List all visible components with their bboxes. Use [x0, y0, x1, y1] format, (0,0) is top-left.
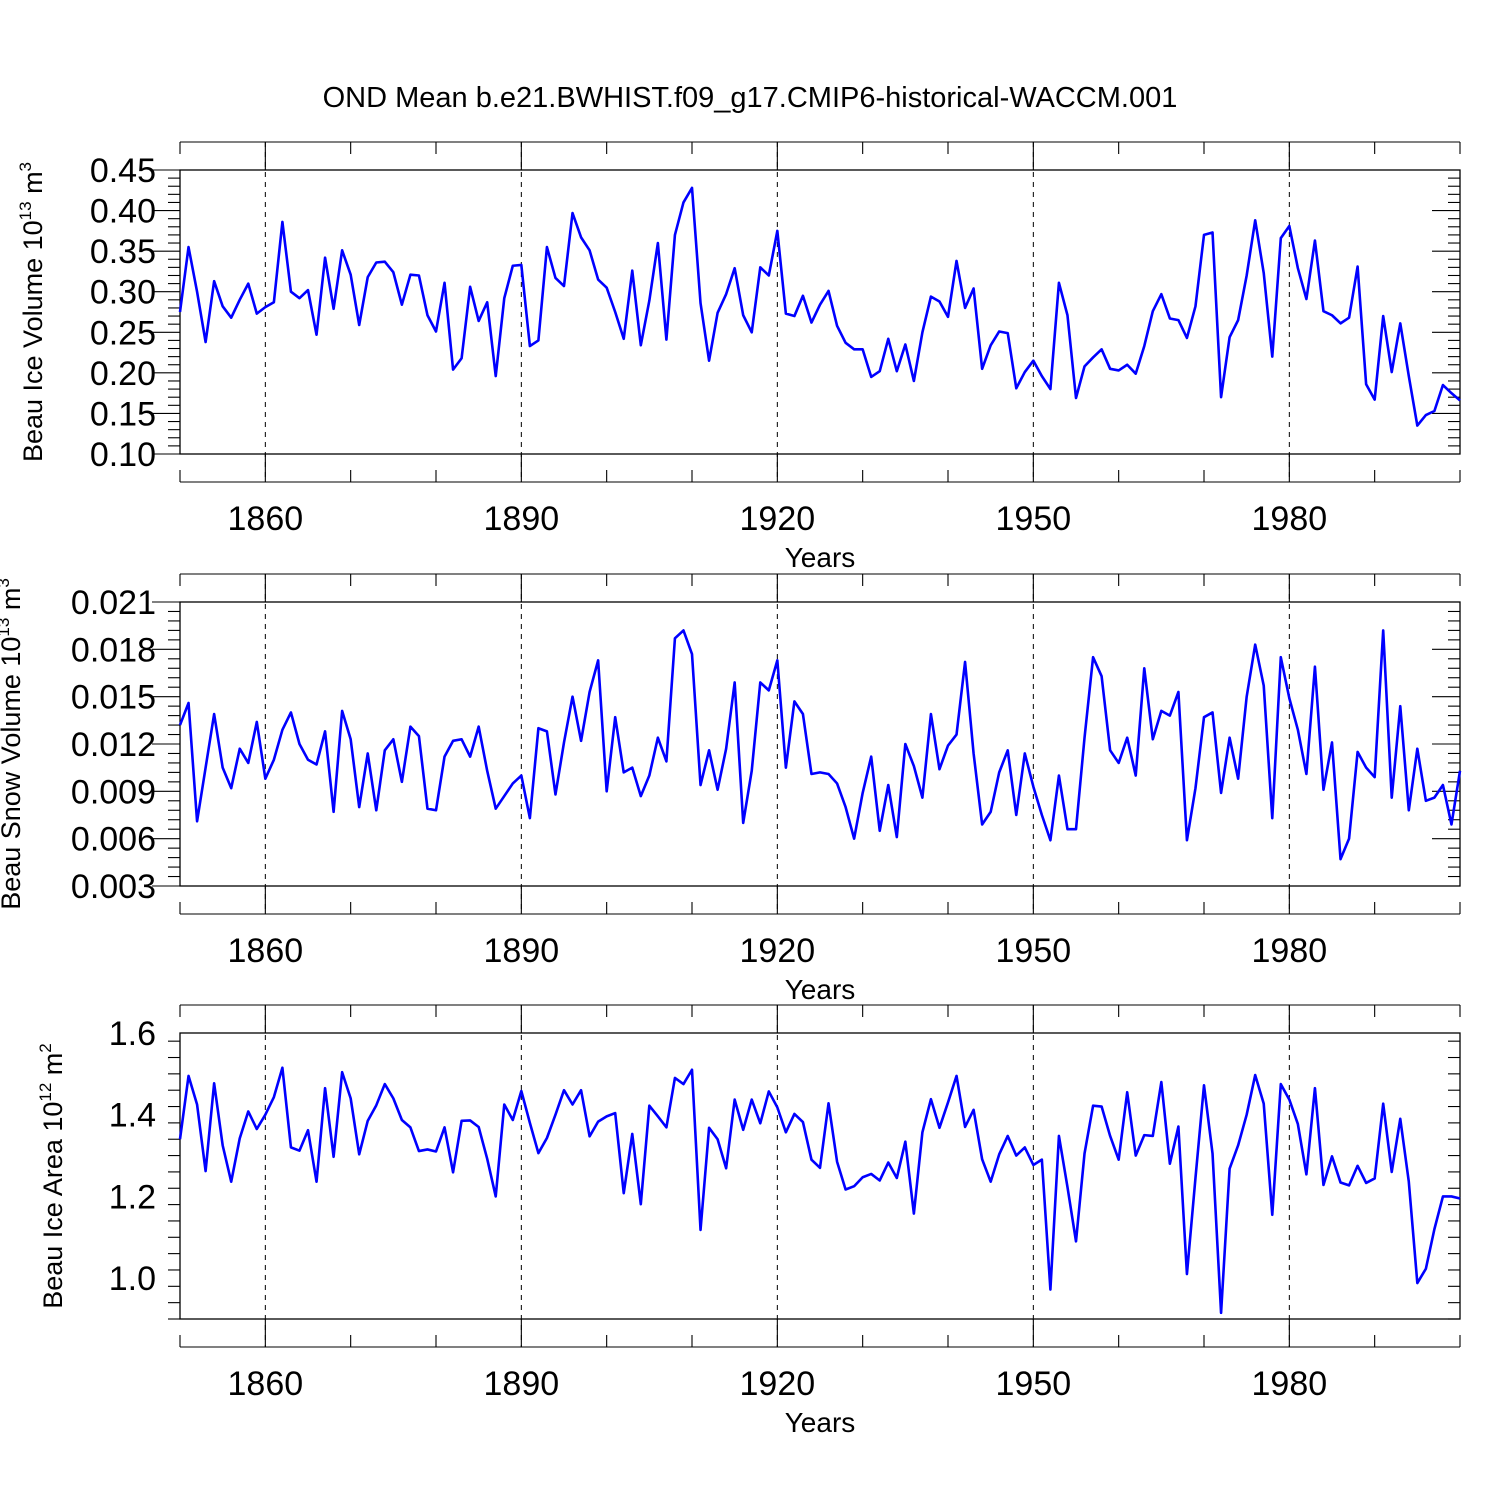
plot-frame: [179, 1032, 1461, 1320]
x-tick-label-1950: 1950: [996, 500, 1072, 538]
y-axis-label-exponent: 13: [16, 201, 35, 220]
y-tick-label: 0.30: [90, 274, 156, 312]
x-axis-label: Years: [785, 1407, 856, 1438]
x-tick-label-1950: 1950: [996, 1365, 1072, 1403]
y-tick-label: 0.021: [71, 584, 156, 622]
x-tick-label-1890: 1890: [484, 932, 560, 970]
panels: 1860 1890 1920 1950 1980 Years 0.100.150.200.2…: [0, 141, 1462, 1438]
x-tick-label-1860: 1860: [228, 932, 304, 970]
y-tick-label: 0.40: [90, 193, 156, 231]
y-tick-label: 0.015: [71, 679, 156, 717]
x-tick-label-1920: 1920: [740, 932, 816, 970]
y-axis-label-unit-exponent: 2: [36, 1043, 55, 1052]
panel-1: 1860 1890 1920 1950 1980 Years 0.100.150.200.2…: [16, 141, 1461, 573]
panel-2: 1860 1890 1920 1950 1980 Years 0.003 0.006 0.009…: [0, 573, 1462, 1005]
x-tick-label-1890: 1890: [484, 500, 560, 538]
y-axis-label: Beau Snow Volume 1013 m3: [0, 578, 26, 910]
y-tick-label: 0.15: [90, 395, 156, 433]
y-tick-label: 0.009: [71, 773, 156, 811]
y-axis-label-unit: m: [38, 1053, 68, 1083]
y-axis-label-text: Beau Ice Area 10: [38, 1102, 68, 1309]
y-axis-label-text: Beau Ice Volume 10: [18, 220, 48, 462]
y-tick-label: 0.10: [90, 436, 156, 474]
x-axis-label: Years: [785, 542, 856, 573]
y-axis-label-exponent: 12: [36, 1083, 55, 1102]
y-tick-label: 0.25: [90, 314, 156, 352]
y-tick-label: 0.45: [90, 152, 156, 190]
x-tick-label-1920: 1920: [740, 500, 816, 538]
series-line: [178, 186, 1461, 427]
x-tick-label-1860: 1860: [228, 1365, 304, 1403]
y-axis-label: Beau Ice Area 1012 m2: [36, 1043, 68, 1309]
x-axis-label: Years: [785, 974, 856, 1005]
x-tick-label-1920: 1920: [740, 1365, 816, 1403]
y-tick-label: 0.018: [71, 631, 156, 669]
y-tick-label: 0.003: [71, 868, 156, 906]
x-tick-label-1950: 1950: [996, 932, 1072, 970]
y-axis-label-text: Beau Snow Volume 10: [0, 637, 26, 910]
y-tick-label: 1.0: [109, 1260, 156, 1298]
x-tick-label-1890: 1890: [484, 1365, 560, 1403]
y-tick-label: 0.20: [90, 355, 156, 393]
y-tick-label: 0.35: [90, 233, 156, 271]
y-tick-label: 0.006: [71, 821, 156, 859]
y-tick-label: 0.012: [71, 726, 156, 764]
figure-title: OND Mean b.e21.BWHIST.f09_g17.CMIP6-hist…: [323, 82, 1178, 114]
x-tick-label-1980: 1980: [1252, 932, 1328, 970]
series-line: [178, 1066, 1461, 1315]
x-tick-label-1980: 1980: [1252, 1365, 1328, 1403]
y-tick-label: 1.2: [109, 1178, 156, 1216]
y-axis-label-unit: m: [18, 171, 48, 201]
series-line: [178, 629, 1462, 861]
y-tick-label: 1.6: [109, 1015, 156, 1053]
x-tick-label-1980: 1980: [1252, 500, 1328, 538]
y-axis-label-exponent: 13: [0, 618, 13, 637]
y-axis-label-unit-exponent: 3: [16, 162, 35, 171]
x-tick-label-1860: 1860: [228, 500, 304, 538]
y-tick-label: 1.4: [109, 1097, 156, 1135]
y-axis-label: Beau Ice Volume 1013 m3: [16, 162, 48, 462]
y-axis-label-unit-exponent: 3: [0, 578, 13, 587]
y-axis-label-unit: m: [0, 588, 26, 618]
panel-3: 1860 1890 1920 1950 1980 Years 1.0 1.2 1.4 1.6 Bea…: [36, 1004, 1461, 1438]
